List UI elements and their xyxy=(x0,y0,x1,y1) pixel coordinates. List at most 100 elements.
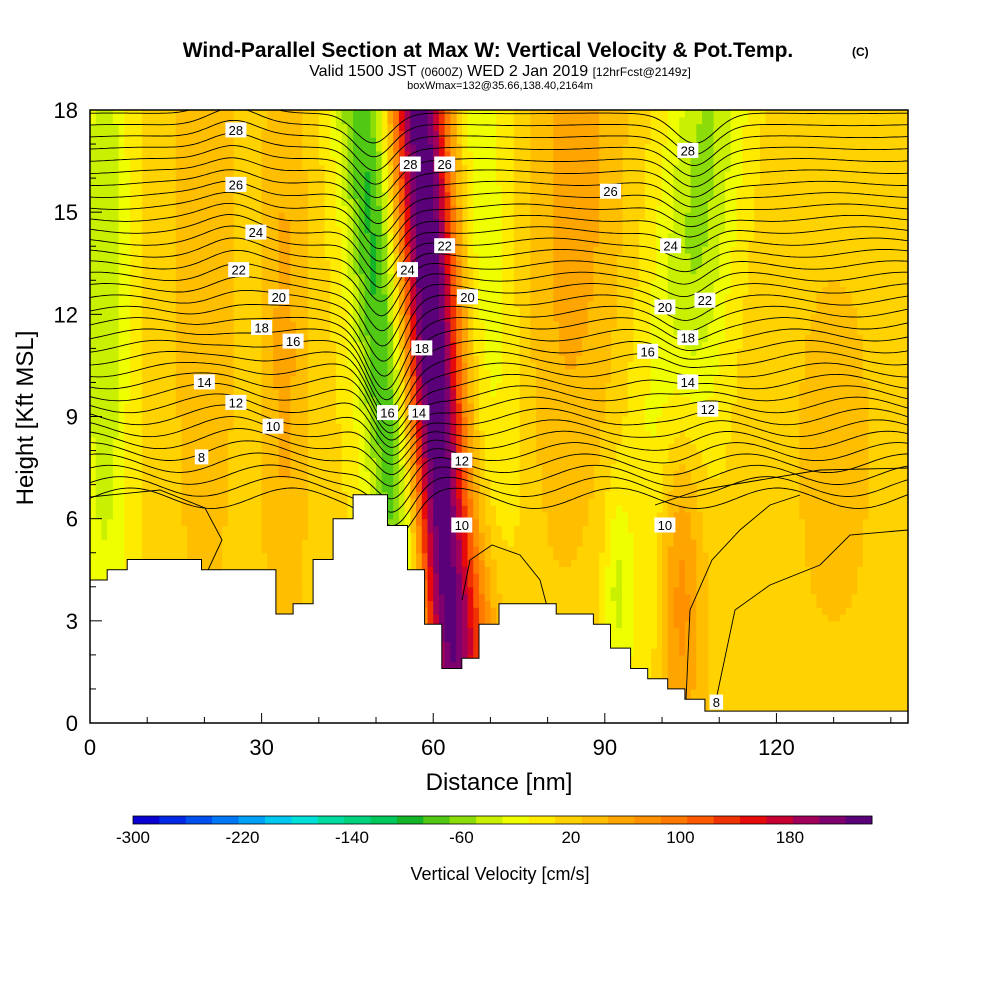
contour-label-text: 20 xyxy=(460,290,474,305)
field-cell xyxy=(318,157,337,166)
field-cell xyxy=(347,239,354,247)
field-cell xyxy=(387,307,394,315)
field-cell xyxy=(547,511,589,520)
field-cell xyxy=(496,382,520,390)
field-cell xyxy=(799,423,869,431)
field-cell xyxy=(553,191,600,200)
field-cell xyxy=(696,144,715,152)
field-cell xyxy=(616,566,623,574)
field-cell xyxy=(124,130,143,138)
field-cell xyxy=(461,505,469,513)
field-cell xyxy=(90,178,120,186)
field-cell xyxy=(398,116,406,125)
contour-label-bg xyxy=(193,374,215,390)
field-cell xyxy=(381,130,389,138)
contour-label-text: 12 xyxy=(229,395,243,410)
colorbar-tick-label: 20 xyxy=(561,828,580,847)
field-cell xyxy=(444,641,451,649)
field-cell xyxy=(604,491,663,499)
field-cell xyxy=(90,552,125,561)
field-cell xyxy=(175,218,234,227)
field-cell xyxy=(667,232,686,241)
field-cell xyxy=(530,232,554,241)
contour-label: 24 xyxy=(660,238,682,254)
field-cell xyxy=(444,123,451,132)
field-cell xyxy=(805,525,863,533)
field-cell xyxy=(358,477,371,486)
field-cell xyxy=(713,293,726,302)
field-cell xyxy=(433,559,440,567)
field-cell xyxy=(416,396,423,404)
field-cell xyxy=(358,287,366,295)
field-cell xyxy=(330,287,343,295)
contour-label-bg xyxy=(434,238,456,254)
field-cell xyxy=(444,627,457,636)
field-cell xyxy=(387,123,394,132)
field-cell xyxy=(684,620,697,629)
field-cell xyxy=(416,198,434,206)
field-cell xyxy=(267,607,303,615)
field-cell xyxy=(713,130,732,138)
field-cell xyxy=(381,110,389,118)
field-cell xyxy=(130,334,143,343)
contour-label-bg xyxy=(709,694,724,710)
field-cell xyxy=(421,505,429,513)
field-cell xyxy=(181,430,228,438)
field-cell xyxy=(370,184,377,193)
field-cell xyxy=(444,443,451,452)
field-cell xyxy=(467,505,474,513)
field-cell xyxy=(473,491,480,499)
field-cell xyxy=(358,314,366,322)
field-cell xyxy=(416,382,423,390)
field-cell xyxy=(633,327,652,336)
field-cell xyxy=(667,675,697,683)
field-cell xyxy=(633,293,652,302)
field-cell xyxy=(450,491,457,499)
field-cell xyxy=(467,389,474,397)
contour-label: 10 xyxy=(654,517,676,533)
field-cell xyxy=(404,178,411,186)
field-cell xyxy=(267,579,303,588)
field-cell xyxy=(456,627,463,636)
field-cell xyxy=(450,307,457,315)
field-cell xyxy=(684,627,697,636)
field-cell xyxy=(810,566,858,574)
field-cell xyxy=(124,116,143,125)
field-cell xyxy=(450,184,457,193)
theta-contour-line xyxy=(90,476,908,527)
field-cell xyxy=(410,396,417,404)
field-cell xyxy=(536,450,600,458)
terrain xyxy=(90,494,908,723)
field-cell xyxy=(450,355,457,363)
field-cell xyxy=(530,341,560,349)
field-cell xyxy=(90,191,120,200)
field-cell xyxy=(290,389,308,397)
field-cell xyxy=(656,416,732,424)
field-cell xyxy=(90,157,120,166)
field-cell xyxy=(398,246,406,254)
field-cell xyxy=(261,307,274,315)
field-cell xyxy=(707,470,720,479)
field-cell xyxy=(702,246,720,254)
chart-title-mark: (C) xyxy=(852,45,869,59)
field-cell xyxy=(353,225,360,234)
field-cell xyxy=(381,184,389,193)
field-cell xyxy=(696,566,709,574)
field-cell xyxy=(330,150,343,159)
field-cell xyxy=(416,184,434,193)
field-cell xyxy=(438,137,446,145)
field-cell xyxy=(118,280,131,288)
field-cell xyxy=(467,552,474,561)
field-cell xyxy=(410,382,417,390)
colorbar-swatch xyxy=(449,816,477,824)
field-cell xyxy=(599,579,606,588)
field-cell xyxy=(376,457,383,465)
contour-label-bg xyxy=(677,374,699,390)
field-cell xyxy=(467,259,480,268)
field-cell xyxy=(742,137,760,145)
field-cell xyxy=(547,518,589,527)
field-cell xyxy=(438,191,446,200)
field-cell xyxy=(370,334,389,343)
field-cell xyxy=(347,321,354,329)
field-cell xyxy=(261,232,280,241)
